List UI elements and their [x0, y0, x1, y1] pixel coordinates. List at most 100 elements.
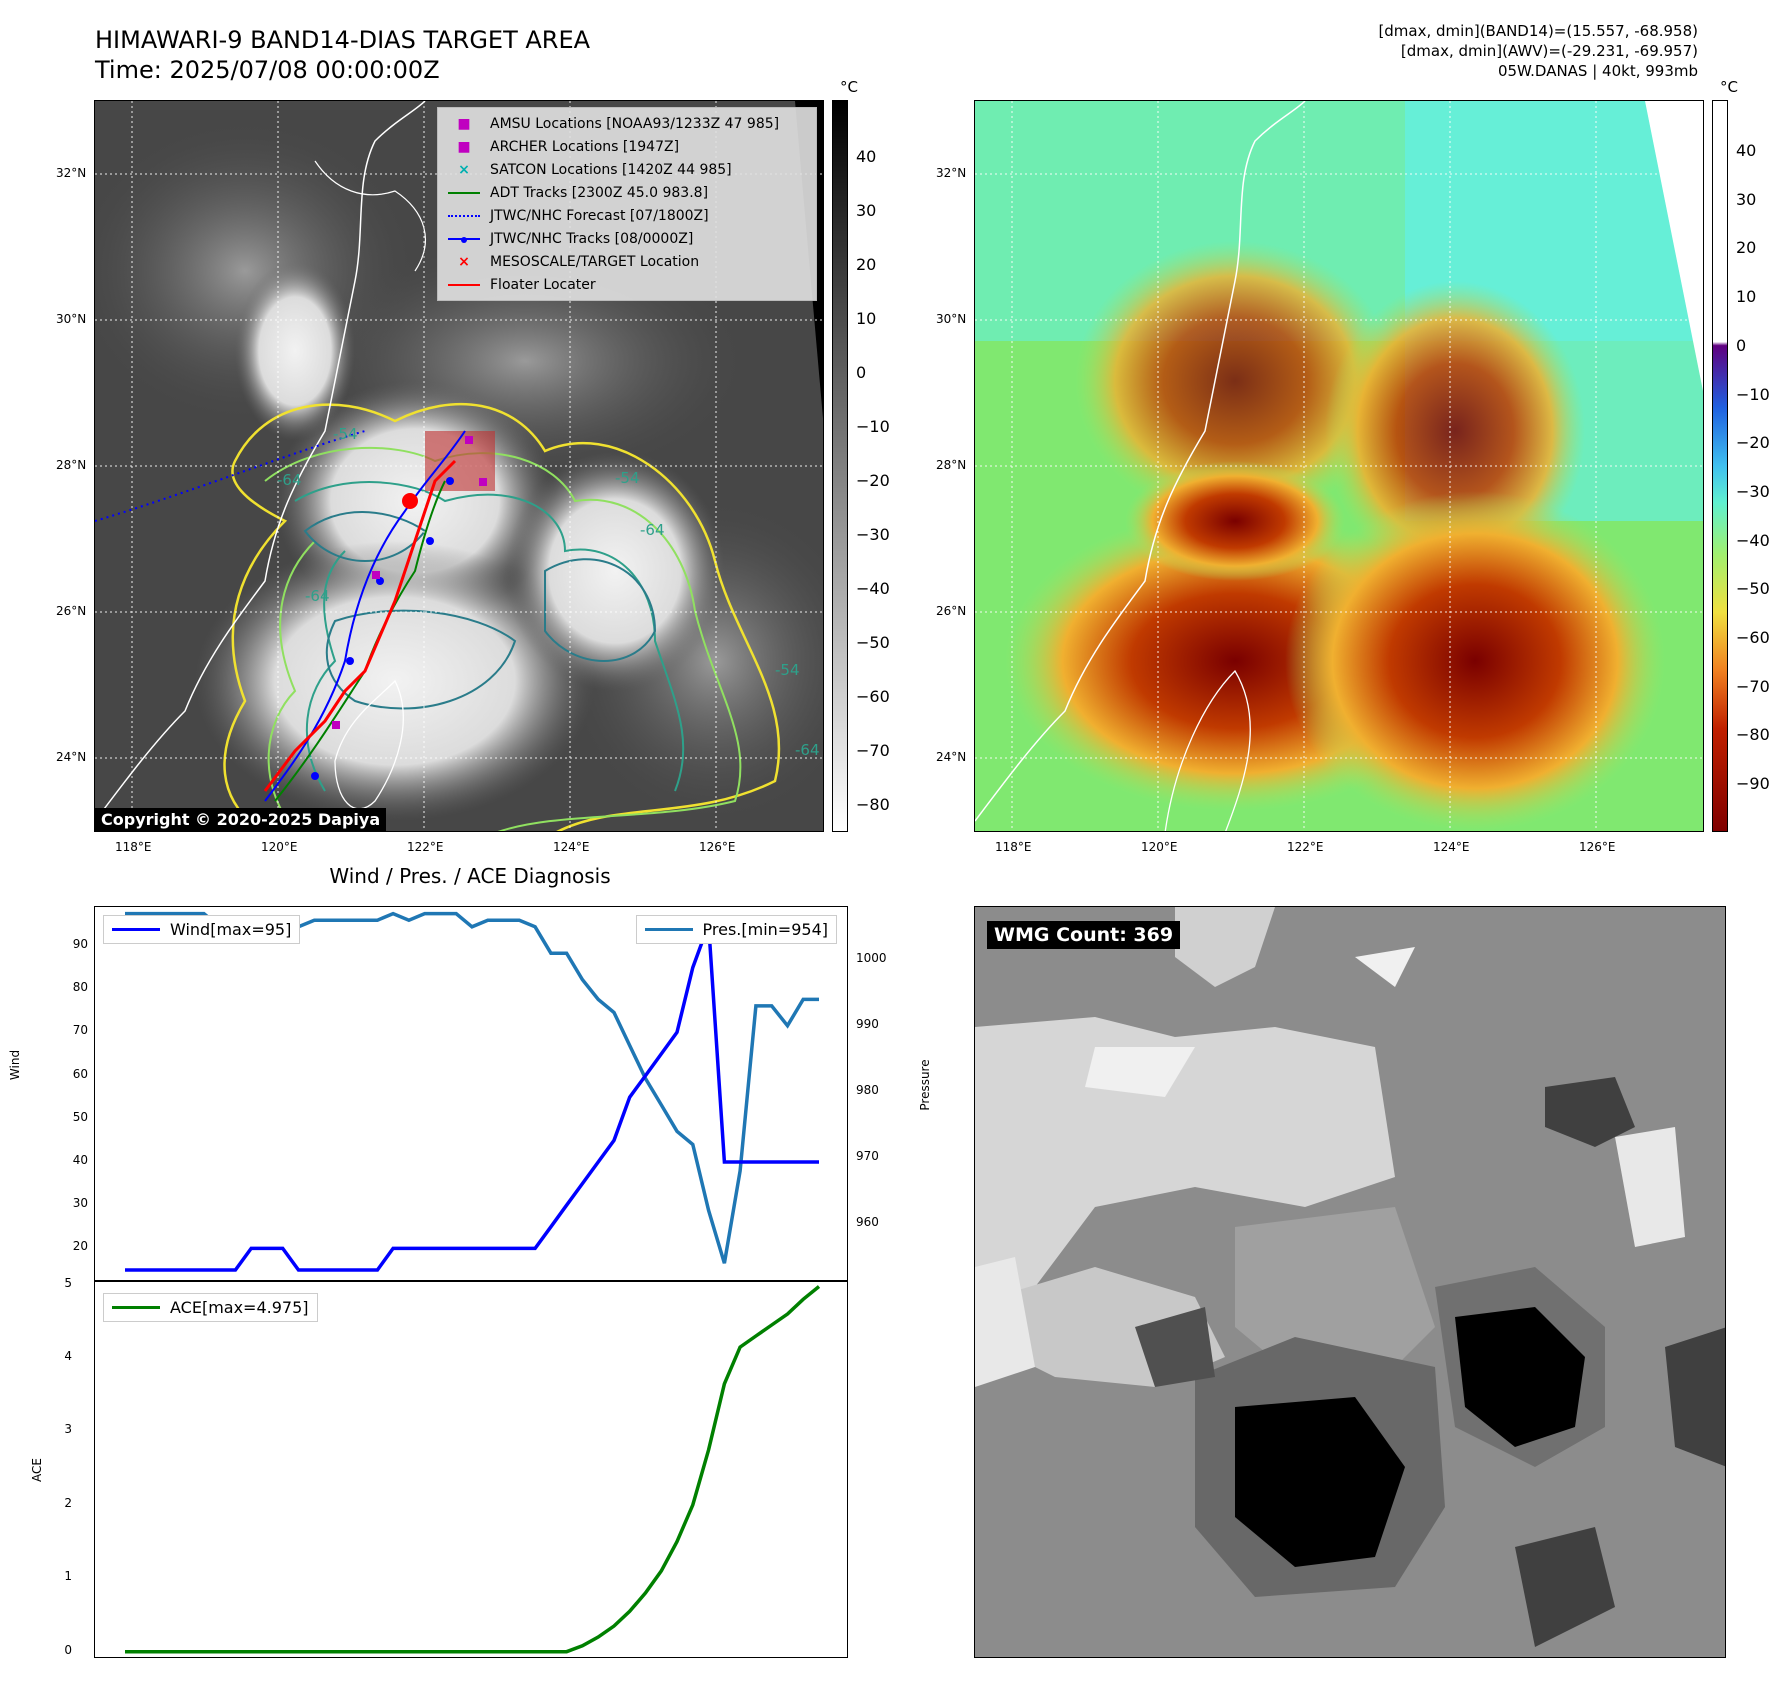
colorbar-tick-label: −40	[856, 579, 890, 598]
contour-label: -54	[333, 425, 358, 443]
line-icon	[446, 185, 482, 201]
wv-colorbar-unit: °C	[1720, 78, 1738, 96]
contour-label: -64	[795, 741, 820, 759]
ir-colorbar-unit: °C	[840, 78, 858, 96]
colorbar-tick-label: 20	[856, 255, 877, 274]
contour-label: -64	[305, 587, 330, 605]
colorbar-tick-label: −70	[1736, 676, 1770, 696]
wind-tick-label: 20	[72, 1239, 88, 1254]
wind-tick-label: 40	[72, 1152, 88, 1167]
pressure-axis-label: Pressure	[918, 1059, 932, 1111]
wv-colorbar	[1712, 100, 1728, 832]
colorbar-tick-label: −20	[1736, 433, 1770, 453]
pressure-tick-label: 970	[856, 1148, 879, 1163]
colorbar-tick-label: −10	[856, 417, 890, 436]
colorbar-tick-label: −30	[1736, 481, 1770, 501]
wind-pres-plot: Wind[max=95] Pres.[min=954]	[94, 906, 848, 1282]
colorbar-tick-label: −80	[1736, 725, 1770, 745]
lon-tick-label: 124°E	[553, 840, 590, 854]
lat-tick-label: 26°N	[56, 604, 87, 618]
square-marker-icon: ■	[457, 115, 471, 132]
pressure-tick-label: 990	[856, 1016, 879, 1031]
ir-colorbar	[832, 100, 848, 832]
colorbar-tick-label: −60	[856, 687, 890, 706]
legend-item-forecast: JTWC/NHC Forecast [07/1800Z]	[446, 204, 808, 227]
pressure-line	[125, 911, 819, 1264]
dotted-line-icon	[446, 208, 482, 224]
ir-legend: ■ AMSU Locations [NOAA93/1233Z 47 985] ■ A…	[437, 107, 817, 301]
colorbar-tick-label: −70	[856, 741, 890, 760]
lon-tick-label: 120°E	[1141, 840, 1178, 854]
wind-tick-label: 50	[72, 1109, 88, 1124]
colorbar-tick-label: −50	[856, 633, 890, 652]
colorbar-tick-label: −20	[856, 471, 890, 490]
ace-tick-label: 1	[64, 1569, 72, 1584]
lon-tick-label: 118°E	[995, 840, 1032, 854]
colorbar-tick-label: 30	[856, 201, 877, 220]
colorbar-tick-label: 40	[856, 147, 877, 166]
contour-label: -64	[640, 521, 665, 539]
wind-axis-label: Wind	[8, 1049, 22, 1081]
ace-tick-label: 2	[64, 1495, 72, 1510]
legend-item-satcon: × SATCON Locations [1420Z 44 985]	[446, 158, 808, 181]
ace-tick-label: 4	[64, 1349, 72, 1364]
colorbar-tick-label: −60	[1736, 628, 1770, 647]
wind-tick-label: 30	[72, 1196, 88, 1211]
colorbar-tick-label: −40	[1736, 530, 1770, 550]
colorbar-tick-label: −30	[856, 525, 890, 544]
line-icon	[644, 928, 693, 931]
legend-item-tracks: JTWC/NHC Tracks [08/0000Z]	[446, 227, 808, 250]
lat-tick-label: 30°N	[936, 312, 967, 326]
lon-tick-label: 124°E	[1433, 840, 1470, 854]
legend-item-archer: ■ ARCHER Locations [1947Z]	[446, 135, 808, 158]
lat-tick-label: 30°N	[56, 312, 87, 326]
wind-tick-label: 70	[72, 1023, 88, 1038]
colorbar-tick-label: −80	[856, 795, 890, 814]
info-band14: [dmax, dmin](BAND14)=(15.557, -68.958)	[1378, 22, 1698, 40]
line-icon	[446, 277, 482, 293]
colorbar-tick-label: 10	[856, 309, 877, 328]
lat-tick-label: 28°N	[936, 458, 967, 472]
ace-svg	[125, 1285, 821, 1654]
pressure-tick-label: 980	[856, 1082, 879, 1097]
colorbar-tick-label: 40	[1736, 141, 1757, 160]
copyright-label: Copyright © 2020-2025 Dapiya	[95, 808, 387, 831]
colorbar-tick-label: 10	[1736, 287, 1757, 307]
line-icon	[112, 928, 160, 931]
line-dot-icon	[446, 231, 482, 247]
info-awv: [dmax, dmin](AWV)=(-29.231, -69.957)	[1400, 42, 1698, 60]
lon-tick-label: 126°E	[1579, 840, 1616, 854]
lon-tick-label: 122°E	[407, 840, 444, 854]
ace-tick-label: 5	[64, 1275, 72, 1290]
wmg-panel: WMG Count: 369	[974, 906, 1726, 1658]
square-marker-icon: ■	[457, 138, 471, 155]
ace-axis-label: ACE	[30, 1458, 44, 1482]
lon-tick-label: 122°E	[1287, 840, 1324, 854]
legend-item-floater: Floater Locater	[446, 273, 808, 296]
pressure-tick-label: 960	[856, 1214, 879, 1229]
colorbar-tick-label: 20	[1736, 238, 1757, 258]
wind-tick-label: 90	[72, 936, 88, 951]
wind-legend: Wind[max=95]	[103, 915, 301, 944]
wind-line	[125, 923, 819, 1272]
colorbar-tick-label: −10	[1736, 384, 1770, 404]
diagnosis-title: Wind / Pres. / ACE Diagnosis	[329, 864, 611, 888]
x-marker-icon: ×	[458, 253, 470, 270]
image-title: HIMAWARI-9 BAND14-DIAS TARGET AREA	[95, 26, 591, 54]
wind-tick-label: 60	[72, 1066, 88, 1081]
colorbar-tick-label: −90	[1736, 774, 1770, 794]
line-icon	[112, 1306, 160, 1309]
lat-tick-label: 28°N	[56, 458, 87, 472]
pres-legend: Pres.[min=954]	[635, 915, 837, 944]
info-storm: 05W.DANAS | 40kt, 993mb	[1497, 62, 1698, 80]
wind-pres-svg	[125, 911, 819, 1272]
legend-item-target: × MESOSCALE/TARGET Location	[446, 250, 808, 273]
lat-tick-label: 24°N	[56, 750, 87, 764]
lat-tick-label: 32°N	[936, 166, 967, 180]
ace-plot: ACE[max=4.975]	[94, 1280, 848, 1658]
wmg-count-label: WMG Count: 369	[987, 921, 1181, 949]
ace-line	[125, 1285, 821, 1654]
colorbar-tick-label: 30	[1736, 189, 1757, 209]
pressure-tick-label: 1000	[856, 950, 887, 965]
wv-map-panel	[974, 100, 1704, 832]
